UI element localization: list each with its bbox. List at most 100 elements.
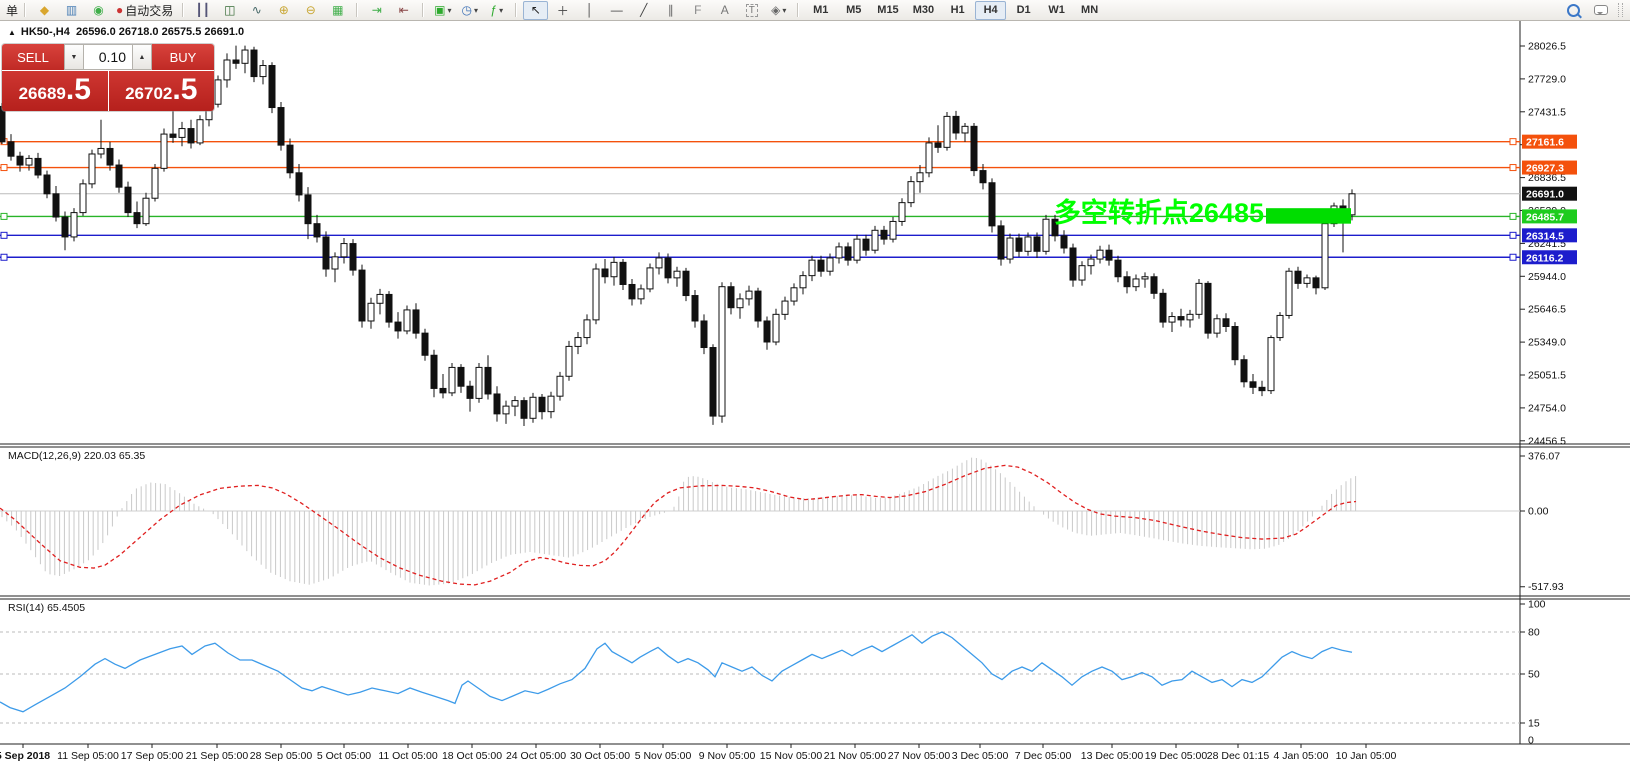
- bar-chart-type-icon[interactable]: ┃┃: [190, 1, 215, 20]
- chart-shift-icon[interactable]: ⇤: [391, 1, 416, 20]
- buy-price-button[interactable]: 26702 .5: [108, 71, 214, 111]
- buy-button[interactable]: BUY: [152, 44, 214, 70]
- period-icon[interactable]: ◷ ▾: [457, 1, 482, 20]
- svg-text:17 Sep 05:00: 17 Sep 05:00: [121, 750, 184, 762]
- crosshair-icon: ＋: [556, 3, 569, 18]
- macd-label: MACD(12,26,9) 220.03 65.35: [8, 450, 146, 462]
- tile-windows-icon[interactable]: ▦: [325, 1, 350, 20]
- volume-decrease-button[interactable]: ▼: [64, 44, 84, 70]
- svg-text:26314.5: 26314.5: [1526, 230, 1564, 242]
- svg-text:5 Sep 2018: 5 Sep 2018: [0, 750, 50, 762]
- bar-chart-type-icon: ┃┃: [195, 3, 210, 17]
- toolbar: 单 ◆ ▥ ◉ ● 自动交易 ┃┃ ◫ ∿ ⊕ ⊖ ▦ ⇥ ⇤ ▣ ▾ ◷ ▾ ƒ ▾ ↖ ＋ │ — ╱ ∥ F A T ◈ ▾ M1 M5…: [0, 0, 1630, 21]
- volume-input[interactable]: 0.10: [84, 44, 132, 70]
- history-icon[interactable]: ◆: [32, 1, 57, 20]
- indicators-icon[interactable]: ƒ ▾: [484, 1, 509, 20]
- svg-text:4 Jan 05:00: 4 Jan 05:00: [1274, 750, 1329, 762]
- svg-text:100: 100: [1528, 599, 1546, 611]
- chart-header: ▲ HK50-,H4 26596.0 26718.0 26575.5 26691.…: [8, 26, 244, 38]
- svg-text:27161.6: 27161.6: [1526, 137, 1564, 149]
- period-icon: ◷: [461, 3, 473, 17]
- text-label-icon[interactable]: T: [739, 1, 764, 20]
- svg-text:15: 15: [1528, 718, 1540, 730]
- signal-icon[interactable]: ◉: [86, 1, 111, 20]
- timeframe-m30[interactable]: M30: [912, 4, 935, 16]
- new-order-button[interactable]: ▣ ▾: [430, 1, 455, 20]
- timeframe-m1[interactable]: M1: [813, 4, 829, 16]
- signal-icon: ◉: [93, 3, 104, 17]
- zoom-out-icon[interactable]: ⊖: [298, 1, 323, 20]
- timeframe-mn[interactable]: MN: [1081, 4, 1099, 16]
- volume-increase-button[interactable]: ▲: [132, 44, 152, 70]
- fibonacci-icon: F: [694, 3, 702, 17]
- svg-text:25944.0: 25944.0: [1528, 271, 1566, 283]
- dropdown-caret-icon[interactable]: ▾: [447, 5, 452, 15]
- cursor-icon[interactable]: ↖: [523, 0, 549, 20]
- candlestick-type-icon[interactable]: ◫: [217, 1, 242, 20]
- annotation-group: 多空转折点26485: [1054, 197, 1351, 228]
- svg-text:28 Dec 01:15: 28 Dec 01:15: [1207, 750, 1270, 762]
- svg-text:28 Sep 05:00: 28 Sep 05:00: [250, 750, 313, 762]
- menu-fragment[interactable]: 单: [6, 3, 19, 18]
- svg-text:21 Sep 05:00: 21 Sep 05:00: [186, 750, 249, 762]
- svg-text:26927.3: 26927.3: [1526, 163, 1564, 175]
- svg-text:27729.0: 27729.0: [1528, 73, 1566, 85]
- svg-text:11 Sep 05:00: 11 Sep 05:00: [57, 750, 119, 762]
- svg-text:0: 0: [1528, 735, 1534, 747]
- chart-shift-icon: ⇤: [398, 3, 409, 17]
- macd-pane[interactable]: 376.07 0.00 -517.93: [0, 450, 1564, 593]
- zoom-in-icon[interactable]: ⊕: [271, 1, 296, 20]
- svg-text:3 Dec 05:00: 3 Dec 05:00: [952, 750, 1009, 762]
- svg-text:21 Nov 05:00: 21 Nov 05:00: [824, 750, 887, 762]
- svg-text:7 Dec 05:00: 7 Dec 05:00: [1015, 750, 1072, 762]
- sell-price-dec: .5: [65, 73, 91, 106]
- chart-frame: [0, 21, 1630, 745]
- svg-text:0.00: 0.00: [1528, 506, 1549, 518]
- candlestick-type-icon: ◫: [224, 3, 236, 17]
- price-axis[interactable]: 28026.527729.027431.527134.026836.526539…: [1520, 41, 1566, 448]
- horizontal-line-icon[interactable]: —: [604, 1, 629, 20]
- svg-text:24456.5: 24456.5: [1528, 435, 1566, 447]
- svg-text:80: 80: [1528, 627, 1540, 639]
- buy-price-int: 26702: [125, 84, 173, 103]
- sell-price-int: 26689: [18, 84, 66, 103]
- autotrading-button[interactable]: ● 自动交易: [113, 1, 176, 20]
- collapse-icon[interactable]: ▲: [8, 28, 16, 37]
- svg-text:26836.5: 26836.5: [1528, 172, 1566, 184]
- timeframe-w1[interactable]: W1: [1048, 4, 1065, 16]
- time-axis[interactable]: 5 Sep 2018 11 Sep 05:00 17 Sep 05:00 21 Sep…: [0, 744, 1397, 762]
- arrows-icon: ◈: [771, 3, 781, 17]
- search-icon[interactable]: [1561, 1, 1586, 20]
- svg-text:-517.93: -517.93: [1528, 581, 1564, 593]
- rsi-pane[interactable]: 100 80 50 15 0: [0, 599, 1546, 747]
- text-icon[interactable]: A: [712, 1, 737, 20]
- channel-icon[interactable]: ∥: [658, 1, 683, 20]
- dropdown-caret-icon[interactable]: ▾: [782, 5, 787, 15]
- profile-icon[interactable]: ▥: [59, 1, 84, 20]
- dropdown-caret-icon[interactable]: ▾: [499, 5, 504, 15]
- auto-scroll-icon[interactable]: ⇥: [364, 1, 389, 20]
- timeframe-d1[interactable]: D1: [1016, 4, 1031, 16]
- autotrading-label: 自动交易: [125, 3, 174, 18]
- crosshair-icon[interactable]: ＋: [550, 1, 575, 20]
- fibonacci-icon[interactable]: F: [685, 1, 710, 20]
- text-label-icon: T: [745, 3, 758, 17]
- timeframe-h4[interactable]: H4: [975, 0, 1007, 20]
- timeframe-h1[interactable]: H1: [950, 4, 965, 16]
- tile-windows-icon: ▦: [332, 3, 344, 17]
- trendline-icon[interactable]: ╱: [631, 1, 656, 20]
- sell-price-button[interactable]: 26689 .5: [2, 71, 109, 111]
- svg-text:11 Oct 05:00: 11 Oct 05:00: [378, 750, 438, 762]
- dropdown-caret-icon[interactable]: ▾: [474, 5, 479, 15]
- svg-text:19 Dec 05:00: 19 Dec 05:00: [1145, 750, 1208, 762]
- line-chart-type-icon[interactable]: ∿: [244, 1, 269, 20]
- timeframe-m5[interactable]: M5: [846, 4, 862, 16]
- vertical-line-icon[interactable]: │: [577, 1, 602, 20]
- timeframe-m15[interactable]: M15: [877, 4, 899, 16]
- profile-icon: ▥: [65, 3, 78, 17]
- sell-button[interactable]: SELL: [2, 44, 64, 70]
- arrows-icon[interactable]: ◈ ▾: [766, 1, 791, 20]
- chat-icon[interactable]: [1588, 1, 1613, 20]
